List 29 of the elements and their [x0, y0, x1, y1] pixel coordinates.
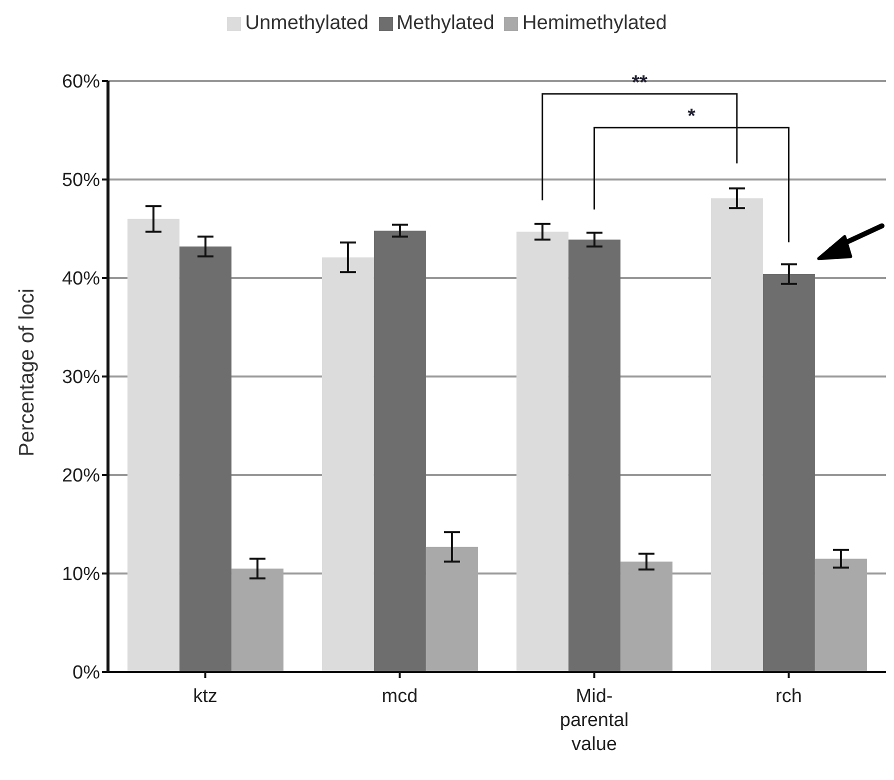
legend-label: Unmethylated [245, 12, 369, 34]
annotation: ** [632, 72, 648, 94]
y-tick-label: 10% [62, 564, 100, 586]
bar [762, 274, 815, 672]
bar [710, 198, 763, 672]
legend-label: Methylated [396, 12, 494, 34]
y-tick-label: 40% [62, 268, 100, 290]
bar [322, 257, 374, 672]
bar [516, 232, 568, 672]
bar [568, 240, 620, 672]
y-tick-label: 50% [62, 170, 100, 192]
bar [231, 568, 284, 672]
x-tick-label: Mid-parental value [560, 686, 629, 755]
bar [426, 546, 478, 672]
bar [179, 246, 232, 672]
bar [374, 230, 426, 672]
x-tick-label: rch [776, 686, 802, 707]
y-tick-label: 0% [72, 662, 100, 684]
annotation: * [688, 106, 696, 128]
bar [620, 562, 672, 672]
y-tick-label: 20% [62, 466, 100, 487]
x-tick-label: ktz [193, 686, 218, 707]
bar [127, 218, 180, 672]
y-tick-label: 60% [62, 72, 100, 93]
y-axis-title: Percentage of loci [15, 288, 38, 456]
bar [814, 558, 867, 672]
x-tick-label: mcd [382, 686, 418, 707]
y-tick-label: 30% [62, 367, 100, 388]
legend-label: Hemimethylated [522, 12, 667, 34]
